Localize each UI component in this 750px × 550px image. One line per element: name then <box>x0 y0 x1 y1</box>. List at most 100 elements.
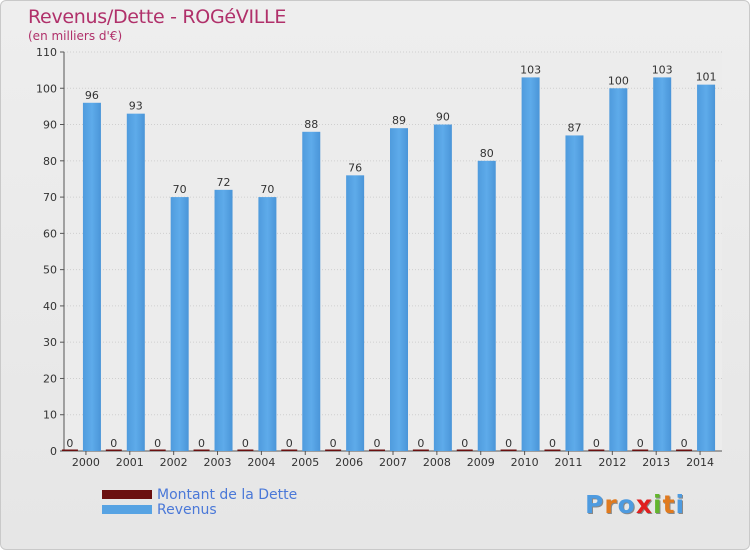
dette-value-label: 0 <box>242 437 249 450</box>
x-tick-label: 2007 <box>379 456 407 469</box>
dette-bar <box>105 449 122 451</box>
dette-bar <box>676 449 693 451</box>
x-tick-label: 2012 <box>598 456 626 469</box>
x-tick-label: 2011 <box>554 456 582 469</box>
revenus-value-label: 72 <box>217 176 231 189</box>
logo-letter: x <box>635 490 653 519</box>
revenus-bar <box>390 128 408 451</box>
revenus-value-label: 93 <box>129 100 143 113</box>
x-tick-label: 2013 <box>642 456 670 469</box>
dette-bar <box>281 449 298 451</box>
dette-value-label: 0 <box>330 437 337 450</box>
dette-value-label: 0 <box>286 437 293 450</box>
logo-letter: P <box>585 490 605 519</box>
x-tick-label: 2000 <box>72 456 100 469</box>
dette-bar <box>61 449 78 451</box>
revenus-bar <box>565 135 584 451</box>
dette-value-label: 0 <box>505 437 512 450</box>
logo-letter: i <box>675 490 686 519</box>
dette-bar <box>369 449 385 451</box>
revenus-value-label: 89 <box>392 114 406 127</box>
x-tick-label: 2001 <box>116 456 144 469</box>
dette-value-label: 0 <box>681 437 688 450</box>
logo-letter: r <box>604 490 618 519</box>
revenus-value-label: 88 <box>304 118 318 131</box>
revenus-value-label: 90 <box>436 111 450 124</box>
chart-legend: Montant de la Dette Revenus <box>102 486 298 518</box>
revenus-value-label: 70 <box>260 183 274 196</box>
y-tick-label: 20 <box>43 372 57 385</box>
revenus-bar <box>609 88 628 451</box>
x-tick-label: 2008 <box>423 456 451 469</box>
dette-bar <box>149 449 166 451</box>
legend-item-dette: Montant de la Dette <box>102 486 298 503</box>
y-tick-label: 100 <box>36 82 57 95</box>
dette-value-label: 0 <box>374 437 381 450</box>
logo-letter: o <box>617 490 636 519</box>
legend-label-dette: Montant de la Dette <box>157 486 298 503</box>
revenus-bar <box>214 189 233 451</box>
revenus-bar <box>346 175 365 451</box>
y-tick-label: 10 <box>43 409 57 422</box>
dette-bar <box>456 449 473 451</box>
revenus-bar <box>697 84 716 452</box>
y-tick-label: 50 <box>43 264 57 277</box>
dette-value-label: 0 <box>637 437 644 450</box>
dette-value-label: 0 <box>461 437 468 450</box>
revenus-bar <box>302 131 321 452</box>
x-tick-label: 2014 <box>686 456 714 469</box>
y-tick-label: 60 <box>43 227 57 240</box>
revenus-bar <box>126 113 145 451</box>
dette-value-label: 0 <box>549 437 556 450</box>
dette-value-label: 0 <box>198 437 205 450</box>
legend-label-revenus: Revenus <box>157 501 217 518</box>
dette-value-label: 0 <box>417 437 424 450</box>
revenus-value-label: 80 <box>480 147 494 160</box>
x-tick-label: 2002 <box>160 456 188 469</box>
dette-value-label: 0 <box>66 437 73 450</box>
revenus-value-label: 103 <box>652 63 673 76</box>
x-tick-label: 2010 <box>511 456 539 469</box>
x-tick-label: 2006 <box>335 456 363 469</box>
revenus-value-label: 103 <box>520 63 541 76</box>
revenus-bar <box>521 77 540 452</box>
x-tick-label: 2009 <box>467 456 495 469</box>
x-tick-label: 2005 <box>291 456 319 469</box>
dette-bar <box>193 449 210 451</box>
logo-letter: i <box>653 490 663 519</box>
dette-bar <box>412 449 429 451</box>
revenus-value-label: 76 <box>348 161 362 174</box>
legend-swatch-revenus <box>102 505 152 514</box>
revenus-value-label: 101 <box>696 71 717 84</box>
chart-subtitle: (en milliers d'€) <box>28 29 123 43</box>
proxiti-logo: Proxiti <box>585 490 685 519</box>
y-tick-label: 90 <box>43 119 57 132</box>
legend-item-revenus: Revenus <box>102 501 297 518</box>
revenus-bar <box>82 102 101 452</box>
dette-bar <box>632 449 649 451</box>
legend-swatch-dette <box>102 490 152 499</box>
dette-bar <box>237 449 254 451</box>
revenus-bar <box>433 124 452 451</box>
revenus-value-label: 70 <box>173 183 187 196</box>
revenus-bar <box>653 77 672 452</box>
revenus-bar <box>170 197 189 451</box>
revenus-value-label: 87 <box>567 121 581 134</box>
dette-bar <box>544 449 561 451</box>
revenus-bar <box>477 160 496 451</box>
y-tick-label: 110 <box>36 46 57 59</box>
revenus-value-label: 100 <box>608 74 629 87</box>
x-tick-label: 2004 <box>247 456 275 469</box>
dette-bar <box>325 449 342 451</box>
logo-letter: t <box>662 490 676 519</box>
dette-value-label: 0 <box>593 437 600 450</box>
y-tick-label: 80 <box>43 155 57 168</box>
dette-bar <box>500 449 517 451</box>
chart-title: Revenus/Dette - ROGéVILLE <box>28 6 287 28</box>
x-tick-label: 2003 <box>204 456 232 469</box>
y-tick-label: 0 <box>50 445 57 458</box>
y-tick-label: 30 <box>43 336 57 349</box>
y-tick-label: 40 <box>43 300 57 313</box>
